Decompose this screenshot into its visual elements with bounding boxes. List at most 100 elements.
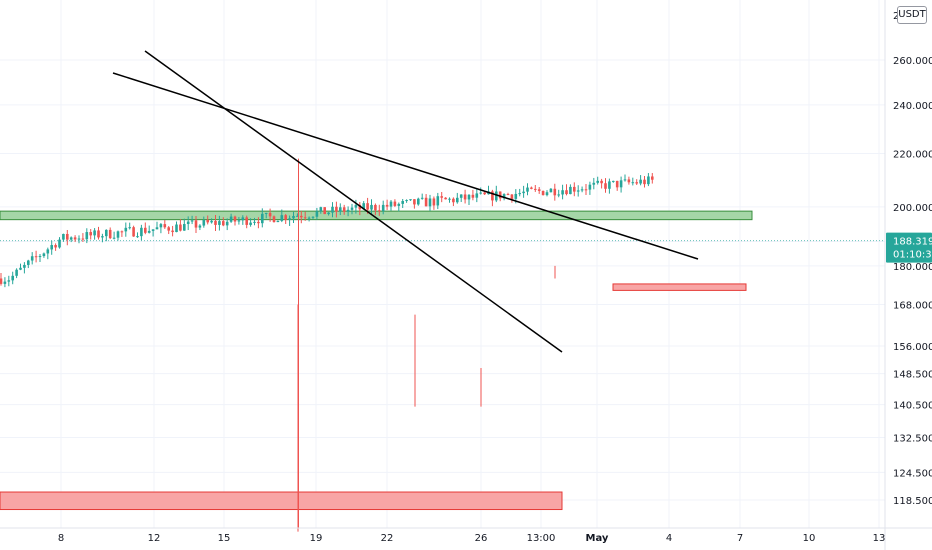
candle [436,192,440,210]
candle [27,259,30,269]
candle-body [241,217,245,221]
candle [237,216,241,225]
candle-body [81,238,85,240]
candle [50,240,53,255]
candle-body [495,191,498,201]
candle [647,173,650,187]
candle [424,194,428,207]
price-tick-label: 168.000 [893,301,932,312]
candle-body [565,190,568,195]
candle-body [327,212,330,215]
candle [569,184,572,195]
candle [444,197,447,200]
candle-body [397,203,401,206]
candle-body [576,190,580,192]
candle [323,207,326,215]
candle [210,218,213,224]
time-tick-label: 26 [475,533,488,544]
candle [0,272,3,286]
resistance-zone [0,491,563,511]
candle-body [167,227,170,231]
candle-body [428,198,432,207]
candle [619,176,623,193]
candle [155,221,159,230]
candle [159,222,163,234]
candle-body [225,221,229,226]
candle-body [557,194,560,196]
candle [253,217,256,226]
candle [635,179,638,185]
candle [346,206,350,217]
candle [140,224,143,241]
price-tick-label: 260.000 [893,56,932,67]
candle [432,196,436,210]
candle-body [54,245,57,248]
candle [452,197,455,207]
candle [417,197,420,206]
candle-body [292,215,295,219]
candle [175,221,178,233]
candle-body [89,232,92,236]
trendline-lower [144,50,563,353]
candle-body [401,201,404,204]
candle-body [171,230,174,233]
current-price-marker: 188.319 01:10:31 [886,232,932,263]
price-axis[interactable]: 260.000240.000220.000200.000188.000180.0… [884,0,932,550]
candle-body [163,224,167,228]
candle [136,232,139,238]
candle [530,186,533,190]
candle [553,183,557,201]
candle [393,199,397,208]
candle [85,228,89,244]
candle-body [229,216,233,222]
candle-body [580,189,584,191]
candle [229,213,233,223]
candle [584,183,588,195]
candle [249,218,252,227]
candle [409,199,412,201]
candle [120,230,124,237]
candle [483,191,486,195]
candle-body [444,197,447,200]
candle [471,189,475,201]
candle-body [276,220,280,223]
candle [428,194,432,211]
candle-body [140,227,143,237]
candle-body [534,188,537,190]
candle-body [280,215,284,221]
price-tick-label: 2 [893,11,899,22]
candle-body [643,179,646,185]
candle-body [549,188,553,193]
candle [534,185,537,192]
candle-body [440,196,443,198]
candle-body [545,192,549,196]
candle [268,208,272,222]
time-axis[interactable]: 8 12 15 19 22 26 13:00 May 4 7 10 13 [0,527,932,544]
candle [124,222,128,237]
candle-body [385,204,389,207]
candle-body [218,221,221,225]
candle-body [362,203,365,210]
candle-body [136,236,139,238]
candle [292,211,295,224]
candle-body [561,190,564,195]
candle-body [144,227,147,233]
candle-body [202,219,206,226]
candle-body [307,217,311,219]
candle [186,216,190,231]
candle-body [467,194,471,200]
candle [565,184,568,196]
quote-unit-badge[interactable]: USDT [897,6,927,24]
candle-body [77,238,81,240]
candle [116,230,120,241]
trendlines[interactable] [112,50,699,353]
candle [34,250,38,263]
candle [198,224,202,231]
candle-body [448,198,451,200]
candle-body [93,230,96,236]
candle [522,185,525,198]
candle-body [366,203,369,210]
candle-body [62,233,65,240]
candle-body [319,207,323,212]
